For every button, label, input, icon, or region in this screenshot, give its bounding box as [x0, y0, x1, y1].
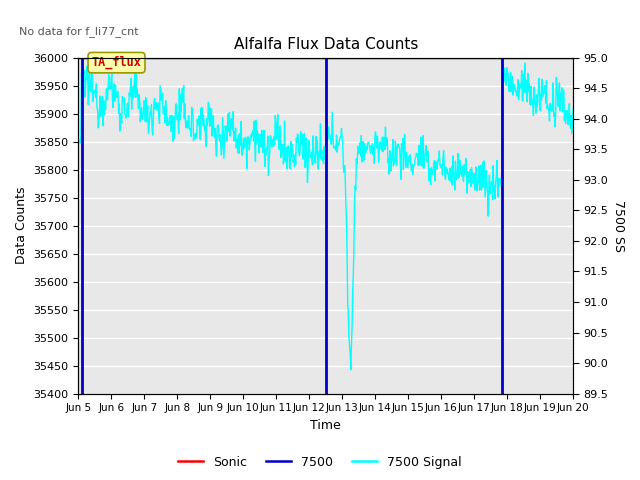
Y-axis label: 7500 SS: 7500 SS — [612, 200, 625, 252]
Text: TA_flux: TA_flux — [92, 56, 141, 69]
Y-axis label: Data Counts: Data Counts — [15, 187, 28, 264]
Text: No data for f_li77_cnt: No data for f_li77_cnt — [19, 26, 139, 37]
X-axis label: Time: Time — [310, 419, 341, 432]
Legend: Sonic, 7500, 7500 Signal: Sonic, 7500, 7500 Signal — [173, 451, 467, 474]
Title: Alfalfa Flux Data Counts: Alfalfa Flux Data Counts — [234, 37, 418, 52]
